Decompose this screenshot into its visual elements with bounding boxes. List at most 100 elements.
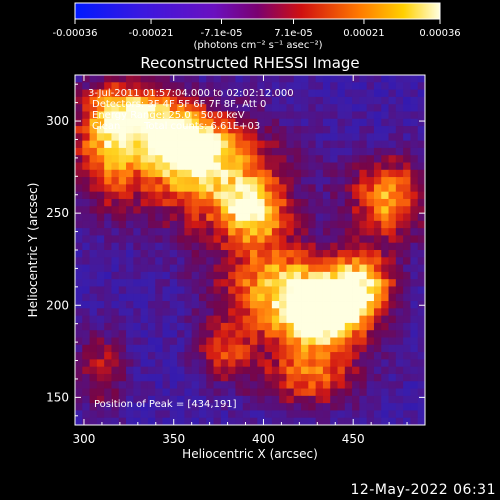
- heatmap-cell: [198, 271, 207, 280]
- heatmap-cell: [104, 169, 112, 178]
- heatmap-cell: [279, 206, 287, 214]
- heatmap-cell: [322, 104, 331, 112]
- heatmap-cell: [104, 89, 112, 98]
- heatmap-cell: [308, 184, 317, 193]
- heatmap-cell: [213, 177, 222, 185]
- heatmap-cell: [359, 344, 368, 353]
- heatmap-cell: [96, 395, 105, 404]
- heatmap-cell: [308, 220, 317, 229]
- heatmap-cell: [417, 213, 425, 222]
- heatmap-cell: [366, 220, 375, 229]
- heatmap-cell: [140, 301, 149, 309]
- heatmap-cell: [242, 330, 251, 338]
- heatmap-cell: [133, 133, 142, 142]
- heatmap-cell: [264, 213, 273, 222]
- heatmap-cell: [104, 140, 112, 149]
- heatmap-cell: [228, 344, 236, 353]
- heatmap-cell: [366, 315, 375, 324]
- heatmap-cell: [75, 140, 83, 149]
- heatmap-cell: [315, 133, 324, 142]
- heatmap-cell: [184, 155, 193, 163]
- heatmap-cell: [279, 96, 287, 105]
- heatmap-cell: [228, 147, 236, 156]
- heatmap-cell: [89, 271, 98, 280]
- heatmap-cell: [82, 359, 90, 368]
- heatmap-cell: [206, 111, 214, 120]
- heatmap-cell: [417, 373, 425, 382]
- heatmap-cell: [250, 264, 258, 273]
- heatmap-cell: [242, 111, 251, 120]
- heatmap-cell: [293, 359, 302, 368]
- heatmap-cell: [206, 271, 214, 280]
- heatmap-cell: [82, 96, 90, 105]
- heatmap-cell: [359, 75, 368, 83]
- heatmap-cell: [140, 381, 149, 389]
- heatmap-cell: [75, 271, 83, 280]
- heatmap-cell: [403, 322, 411, 331]
- heatmap-cell: [206, 96, 214, 105]
- heatmap-cell: [381, 359, 389, 368]
- heatmap-cell: [271, 228, 280, 236]
- heatmap-cell: [337, 271, 346, 280]
- heatmap-cell: [75, 155, 83, 163]
- heatmap-cell: [177, 104, 185, 112]
- heatmap-cell: [308, 308, 317, 317]
- heatmap-cell: [133, 75, 142, 83]
- heatmap-cell: [301, 417, 309, 425]
- heatmap-cell: [315, 381, 324, 389]
- heatmap-cell: [191, 96, 200, 105]
- heatmap-cell: [169, 359, 178, 368]
- heatmap-cell: [235, 191, 244, 200]
- heatmap-cell: [75, 169, 83, 178]
- heatmap-cell: [359, 118, 368, 127]
- heatmap-cell: [337, 206, 346, 214]
- heatmap-cell: [322, 417, 331, 425]
- heatmap-cell: [264, 359, 273, 368]
- colorbar-tick-label: -0.00021: [129, 28, 174, 39]
- heatmap-cell: [250, 155, 258, 163]
- heatmap-cell: [257, 293, 265, 302]
- heatmap-cell: [344, 89, 353, 98]
- heatmap-cell: [162, 96, 171, 105]
- heatmap-cell: [89, 286, 98, 295]
- heatmap-cell: [344, 147, 353, 156]
- heatmap-cell: [89, 82, 98, 90]
- heatmap-cell: [228, 381, 236, 389]
- heatmap-cell: [308, 352, 317, 360]
- y-axis-title: Heliocentric Y (arcsec): [26, 183, 40, 318]
- heatmap-cell: [235, 104, 244, 112]
- heatmap-cell: [264, 126, 273, 134]
- heatmap-cell: [322, 395, 331, 404]
- heatmap-cell: [184, 184, 193, 193]
- heatmap-cell: [315, 228, 324, 236]
- heatmap-cell: [395, 242, 404, 251]
- heatmap-cell: [322, 322, 331, 331]
- heatmap-cell: [381, 395, 389, 404]
- heatmap-cell: [381, 235, 389, 244]
- heatmap-cell: [308, 126, 317, 134]
- heatmap-cell: [155, 184, 163, 193]
- heatmap-cell: [388, 301, 397, 309]
- heatmap-cell: [184, 352, 193, 360]
- heatmap-cell: [395, 75, 404, 83]
- heatmap-cell: [403, 301, 411, 309]
- heatmap-cell: [75, 322, 83, 331]
- heatmap-cell: [403, 417, 411, 425]
- heatmap-cell: [162, 381, 171, 389]
- heatmap-cell: [191, 235, 200, 244]
- heatmap-cell: [395, 381, 404, 389]
- heatmap-cell: [301, 242, 309, 251]
- heatmap-cell: [301, 198, 309, 207]
- heatmap-cell: [235, 198, 244, 207]
- heatmap-cell: [395, 191, 404, 200]
- heatmap-cell: [133, 198, 142, 207]
- heatmap-cell: [75, 177, 83, 185]
- heatmap-cell: [177, 147, 185, 156]
- heatmap-cell: [235, 271, 244, 280]
- heatmap-cell: [322, 352, 331, 360]
- heatmap-cell: [213, 213, 222, 222]
- heatmap-cell: [373, 271, 382, 280]
- heatmap-cell: [184, 198, 193, 207]
- heatmap-cell: [82, 198, 90, 207]
- heatmap-cell: [177, 250, 185, 258]
